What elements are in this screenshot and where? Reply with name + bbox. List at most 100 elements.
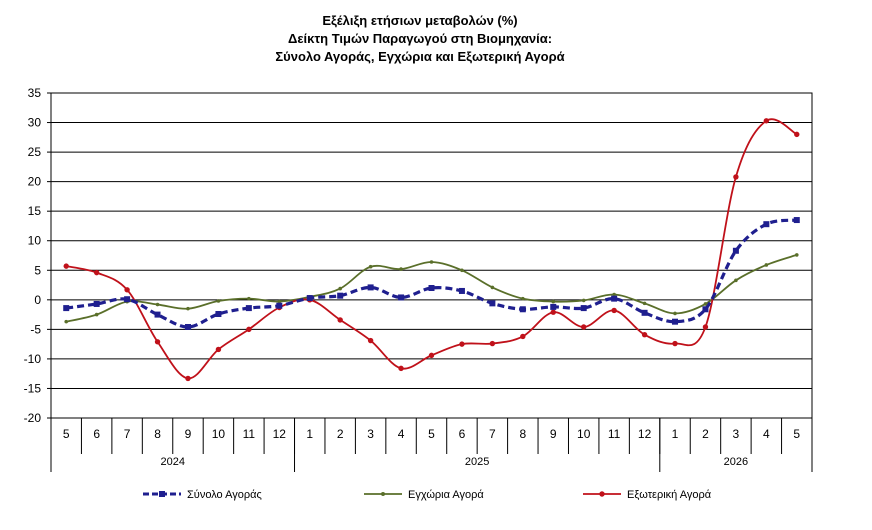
series-1-point (429, 260, 434, 264)
series-0-point (458, 287, 465, 294)
series-0-point (763, 221, 770, 228)
year-label: 2025 (465, 456, 489, 468)
x-tick-label: 1 (672, 427, 679, 441)
legend-item-1-marker (381, 492, 385, 496)
x-tick-label: 3 (367, 427, 374, 441)
series-0-point (489, 300, 496, 307)
y-tick-label: 20 (28, 175, 42, 189)
series-0-point (641, 309, 648, 316)
y-tick-label: 10 (28, 234, 42, 248)
chart-title-line-3: Σύνολο Αγοράς, Εγχώρια και Εξωτερική Αγο… (275, 49, 565, 64)
series-1-point (247, 296, 251, 301)
series-1-point (338, 286, 342, 291)
series-1-point (155, 302, 160, 307)
x-tick-label: 5 (63, 427, 70, 441)
y-tick-label: 25 (28, 145, 42, 159)
series-0-point (337, 292, 344, 299)
x-tick-label: 7 (124, 427, 131, 441)
series-0-point (124, 296, 131, 303)
series-1-point (277, 299, 282, 304)
series-2-point (672, 340, 678, 347)
year-label: 2026 (724, 456, 748, 468)
series-2-point (367, 337, 374, 344)
series-2-point (550, 309, 556, 315)
series-1-point (673, 311, 677, 316)
series-0-point (793, 217, 800, 224)
series-0-point (306, 295, 313, 302)
series-2-point (63, 263, 69, 269)
y-tick-label: 15 (28, 204, 42, 218)
x-tick-label: 12 (638, 427, 652, 441)
series-1-point (368, 264, 373, 269)
series-2-point (337, 317, 343, 323)
x-tick-label: 7 (489, 427, 496, 441)
series-0-point (519, 306, 526, 313)
legend-item-0-marker (159, 491, 165, 497)
y-tick-label: 35 (28, 86, 42, 100)
y-tick-label: 30 (28, 116, 42, 130)
x-tick-label: 1 (306, 427, 313, 441)
x-tick-label: 10 (577, 427, 591, 441)
series-0-point (580, 305, 587, 312)
x-tick-label: 5 (428, 427, 435, 441)
series-2-point (428, 352, 435, 359)
series-1-point (186, 306, 190, 311)
series-2-point (763, 118, 770, 124)
x-tick-label: 2 (702, 427, 709, 441)
chart-title: Εξέλιξη ετήσιων μεταβολών (%) Δείκτη Τιμ… (0, 12, 840, 66)
series-2-point (733, 174, 739, 180)
series-1-point (64, 319, 69, 324)
x-tick-label: 10 (212, 427, 226, 441)
series-1-point (216, 299, 221, 303)
y-tick-label: -15 (24, 381, 42, 395)
series-2-point (185, 375, 191, 382)
series-2-point (398, 365, 404, 372)
series-0-point (63, 305, 70, 312)
x-tick-label: 8 (154, 427, 161, 441)
series-0-point (398, 294, 405, 301)
y-tick-label: -20 (24, 411, 42, 425)
x-tick-label: 6 (93, 427, 100, 441)
series-1-point (612, 292, 616, 297)
legend-item-1-label: Εγχώρια Αγορά (408, 489, 484, 501)
legend-item-2-label: Εξωτερική Αγορά (627, 489, 712, 501)
series-0-point (184, 324, 191, 330)
x-tick-label: 6 (459, 427, 466, 441)
series-1-point (764, 263, 769, 267)
x-tick-label: 9 (185, 427, 192, 441)
series-2-point (794, 131, 800, 138)
x-tick-label: 9 (550, 427, 557, 441)
x-tick-label: 4 (398, 427, 405, 441)
x-tick-label: 5 (793, 427, 800, 441)
series-1-point (703, 302, 708, 306)
x-tick-label: 12 (273, 427, 287, 441)
x-tick-label: 11 (608, 427, 621, 441)
series-0-point (550, 303, 557, 310)
x-tick-label: 2 (337, 427, 344, 441)
x-tick-label: 3 (733, 427, 740, 441)
legend-item-0-label: Σύνολο Αγοράς (187, 489, 262, 501)
series-0-point (215, 311, 222, 317)
series-0-point (154, 311, 161, 318)
chart-title-line-1: Εξέλιξη ετήσιων μεταβολών (%) (322, 13, 518, 28)
series-0-point (93, 300, 100, 307)
series-2-point (489, 340, 496, 347)
year-label: 2024 (161, 456, 185, 468)
series-2-point (459, 341, 465, 347)
x-tick-label: 11 (243, 427, 256, 441)
series-2-point (611, 307, 617, 314)
series-1-point (490, 285, 495, 290)
series-1-point (551, 299, 556, 304)
series-0-point (276, 302, 283, 309)
x-tick-label: 8 (519, 427, 526, 441)
y-tick-label: 5 (34, 263, 41, 277)
series-0-point (732, 247, 739, 254)
series-1-point (734, 278, 738, 283)
series-2-point (215, 346, 222, 353)
series-0-point (672, 318, 679, 325)
series-0-point (367, 284, 374, 291)
series-0-point (245, 305, 252, 312)
series-1-point (521, 296, 525, 301)
y-tick-label: 0 (34, 293, 41, 307)
